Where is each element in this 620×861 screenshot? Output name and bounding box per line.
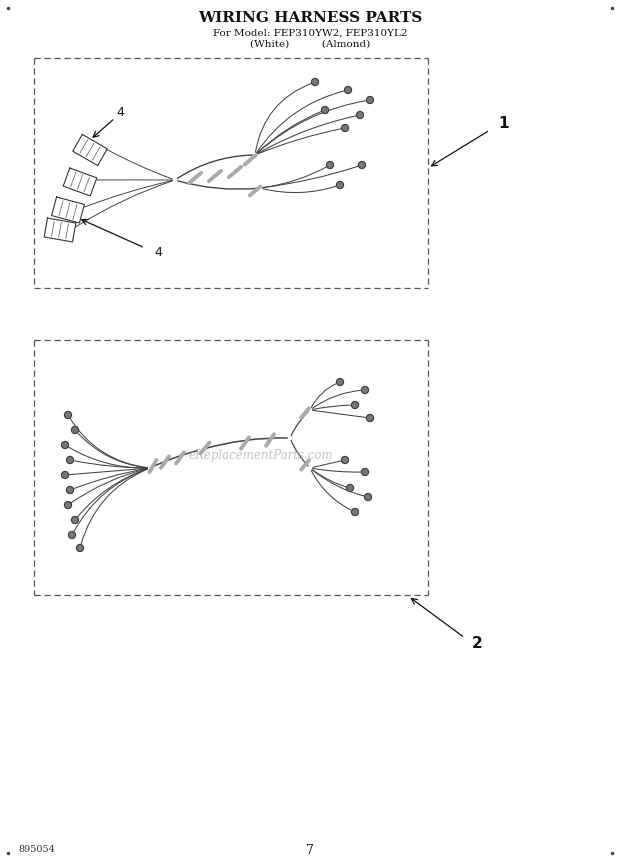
Circle shape (366, 96, 373, 103)
Circle shape (61, 472, 68, 479)
Circle shape (322, 107, 329, 114)
Text: 7: 7 (306, 844, 314, 857)
Circle shape (366, 414, 373, 422)
Circle shape (356, 112, 363, 119)
Circle shape (342, 456, 348, 463)
Circle shape (352, 509, 358, 516)
Text: 1: 1 (498, 116, 508, 132)
Circle shape (66, 456, 74, 463)
Circle shape (337, 182, 343, 189)
Circle shape (61, 442, 68, 449)
Text: eReplacementParts.com: eReplacementParts.com (188, 449, 333, 461)
Circle shape (68, 531, 76, 538)
Circle shape (71, 426, 79, 433)
Circle shape (64, 412, 71, 418)
Text: For Model: FEP310YW2, FEP310YL2: For Model: FEP310YW2, FEP310YL2 (213, 28, 407, 38)
Circle shape (64, 501, 71, 509)
Circle shape (71, 517, 79, 523)
Circle shape (361, 387, 368, 393)
Circle shape (311, 78, 319, 85)
Text: 2: 2 (472, 636, 483, 652)
Circle shape (361, 468, 368, 475)
Text: 895054: 895054 (18, 846, 55, 854)
Text: 4: 4 (116, 106, 124, 119)
Circle shape (66, 486, 74, 493)
Circle shape (337, 379, 343, 386)
Circle shape (358, 162, 366, 169)
Text: WIRING HARNESS PARTS: WIRING HARNESS PARTS (198, 11, 422, 25)
Circle shape (352, 401, 358, 408)
Text: 4: 4 (154, 245, 162, 258)
Circle shape (342, 125, 348, 132)
Text: (White)          (Almond): (White) (Almond) (250, 40, 370, 48)
Circle shape (76, 544, 84, 552)
Circle shape (345, 86, 352, 94)
Circle shape (347, 485, 353, 492)
Circle shape (365, 493, 371, 500)
Circle shape (327, 162, 334, 169)
